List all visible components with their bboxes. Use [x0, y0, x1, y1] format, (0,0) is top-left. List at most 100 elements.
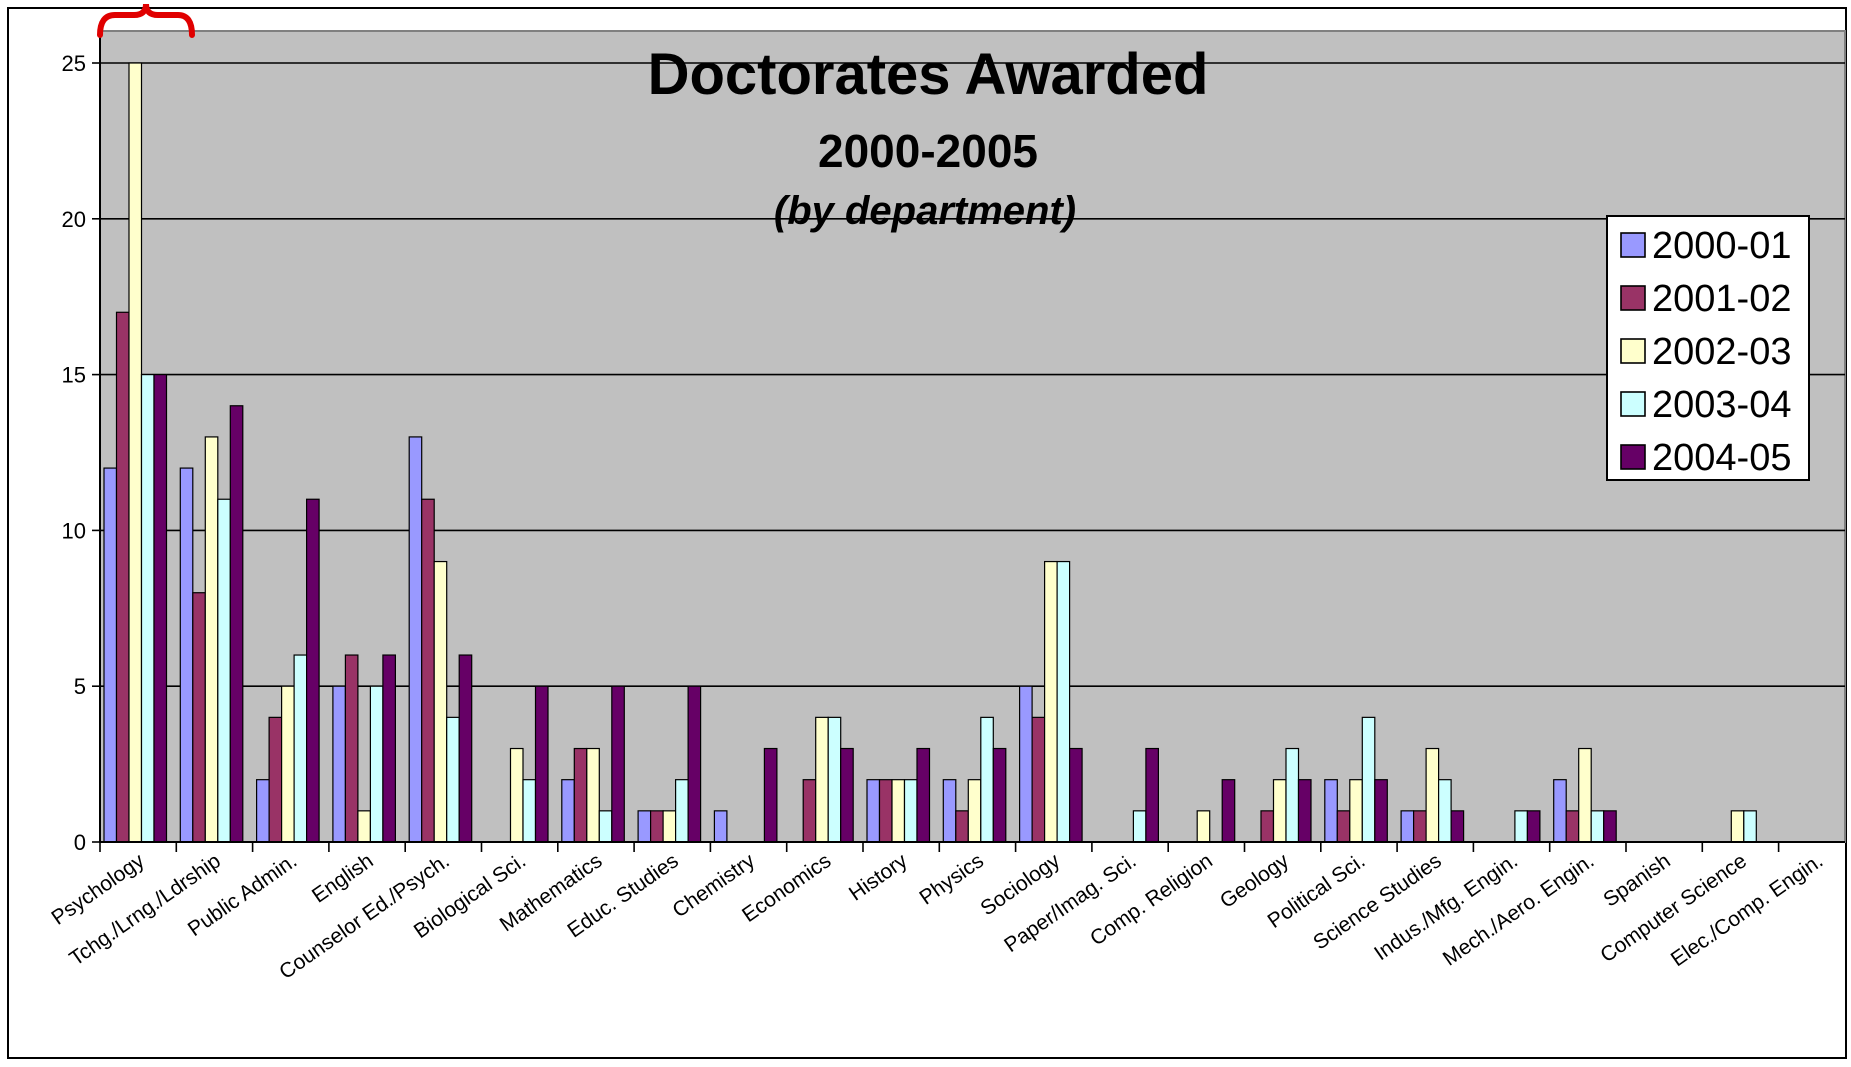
bar [687, 685, 702, 843]
legend-label: 2002-03 [1652, 331, 1791, 373]
bar [534, 685, 549, 843]
bar [1260, 810, 1275, 843]
bar [980, 716, 994, 843]
bar [840, 747, 854, 843]
bar [1450, 810, 1465, 843]
bar [229, 405, 244, 843]
bar [1056, 560, 1071, 843]
bar [1068, 747, 1083, 843]
bar [179, 467, 194, 843]
bar [509, 747, 524, 843]
bar [153, 374, 168, 843]
bar [1603, 810, 1617, 843]
bar [1400, 810, 1415, 843]
bar [192, 592, 206, 843]
bar [522, 779, 537, 843]
legend: 2000-01 2001-02 2002-03 2003-04 2004-05 [1606, 215, 1810, 481]
bar [293, 654, 308, 843]
chart-subtitle: 2000-2005 [818, 125, 1038, 177]
y-tick-label: 15 [62, 363, 86, 388]
bar [140, 374, 155, 843]
chart-subtitle-2: (by department) [774, 189, 1076, 233]
bars [103, 62, 1757, 843]
bar [1412, 810, 1427, 843]
bar [1514, 810, 1529, 843]
bar [256, 779, 270, 843]
bar [903, 779, 918, 843]
bar [357, 810, 371, 843]
bar [637, 810, 652, 843]
bar [382, 654, 396, 843]
legend-swatch [1620, 444, 1646, 470]
y-tick-label: 0 [74, 830, 86, 855]
bar [1730, 810, 1745, 843]
bar [1132, 810, 1147, 843]
legend-swatch [1620, 338, 1646, 364]
bar [891, 779, 906, 843]
bar [866, 779, 881, 843]
bar [802, 779, 817, 843]
bar [1221, 779, 1236, 843]
legend-label: 2001-02 [1652, 278, 1791, 320]
y-tick-label: 5 [74, 674, 86, 699]
legend-label: 2000-01 [1652, 225, 1791, 267]
bar [662, 810, 677, 843]
bar [763, 747, 778, 843]
bar [369, 685, 384, 843]
bar [332, 685, 346, 843]
bar [1526, 810, 1541, 843]
bar [1285, 747, 1300, 843]
bar [674, 779, 689, 843]
bar [204, 436, 219, 843]
bar [217, 498, 231, 843]
bar [827, 716, 842, 843]
bar [306, 498, 320, 843]
legend-label: 2003-04 [1652, 384, 1791, 426]
legend-items: 2000-01 2001-02 2002-03 2003-04 2004-05 [1620, 225, 1791, 479]
bar [878, 779, 893, 843]
bar [1336, 810, 1351, 843]
bar [992, 747, 1007, 843]
bar [103, 467, 118, 843]
bar [916, 747, 931, 843]
bar [611, 685, 625, 843]
bar [421, 498, 435, 843]
bar [1018, 685, 1033, 843]
bar [1297, 779, 1312, 843]
bar [1043, 560, 1058, 843]
annotation-brace [97, 3, 195, 38]
bar [713, 810, 728, 843]
y-tick-label: 10 [62, 518, 86, 543]
legend-label: 2004-05 [1652, 437, 1791, 479]
bar [446, 716, 460, 843]
bar [344, 654, 359, 843]
bar [1349, 779, 1363, 843]
bar [268, 716, 283, 843]
bar [942, 779, 957, 843]
y-tick-label: 20 [62, 207, 86, 232]
bar [1361, 716, 1376, 843]
bar [815, 716, 829, 843]
bar [586, 747, 600, 843]
y-tick-labels: 0 5 10 15 20 25 [62, 51, 86, 855]
bar [598, 810, 613, 843]
bar [1272, 779, 1287, 843]
bar [433, 560, 448, 843]
bar [955, 810, 969, 843]
bar [649, 810, 664, 843]
chart-title: Doctorates Awarded [648, 42, 1209, 107]
bar [1031, 716, 1046, 843]
bar [1743, 810, 1757, 843]
legend-swatch [1620, 232, 1646, 258]
bar [1196, 810, 1211, 843]
bar [1565, 810, 1580, 843]
bar [458, 654, 473, 843]
legend-swatch [1620, 285, 1646, 311]
bar [967, 779, 982, 843]
bar [573, 747, 588, 843]
axes [92, 31, 1845, 852]
bar [1437, 779, 1452, 843]
bar [115, 311, 130, 843]
